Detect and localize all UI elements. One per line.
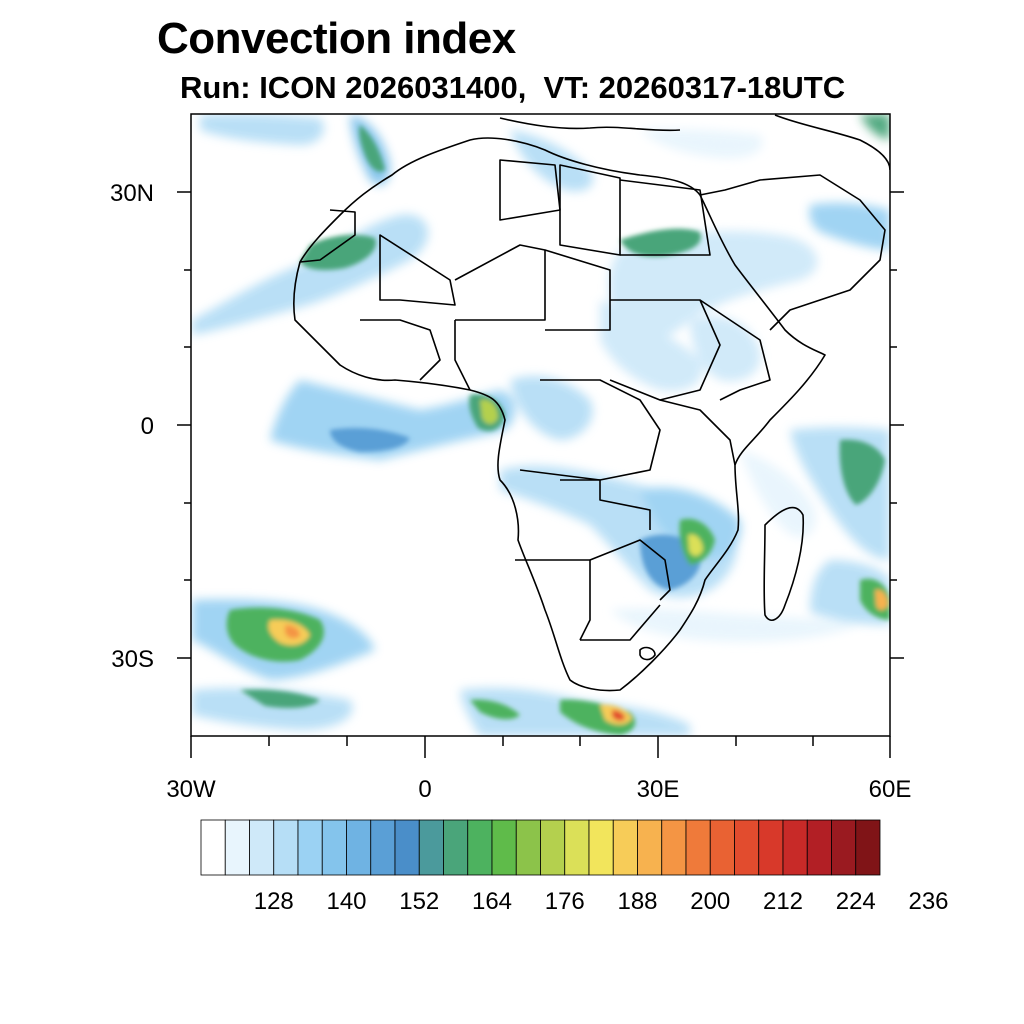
colorbar-swatch [515, 819, 541, 876]
colorbar-label: 200 [690, 888, 731, 915]
lon-label-30w: 30W [166, 776, 216, 803]
colorbar-swatch [540, 819, 566, 876]
colorbar-label: 164 [471, 888, 513, 915]
lon-label-0: 0 [418, 776, 432, 803]
colorbar-label: 176 [544, 888, 585, 915]
colorbar-swatch [443, 819, 469, 876]
colorbar-swatch [564, 819, 590, 876]
colorbar-swatch [612, 819, 638, 876]
colorbar-label: 128 [253, 888, 294, 915]
coastlines-borders [293, 114, 890, 692]
colorbar-swatch [346, 819, 372, 876]
colorbar-swatch [394, 819, 420, 876]
colorbar-swatch [637, 819, 663, 876]
colorbar-label: 236 [908, 888, 949, 915]
lat-label-30s: 30S [111, 646, 154, 673]
colorbar-swatch [273, 819, 299, 876]
colorbar-swatch [709, 819, 735, 876]
colorbar-swatch [685, 819, 711, 876]
axis-ticks [177, 191, 904, 758]
colorbar-swatch [297, 819, 323, 876]
lon-label-30e: 30E [636, 776, 680, 803]
colorbar-swatch [782, 819, 808, 876]
colorbar-swatch [661, 819, 687, 876]
chart-title: Convection index [157, 14, 516, 63]
colorbar [200, 819, 881, 876]
colorbar-swatch [806, 819, 832, 876]
colorbar-swatch [467, 819, 493, 876]
colorbar-label: 212 [762, 888, 804, 915]
colorbar-swatch [758, 819, 784, 876]
colorbar-swatch [200, 819, 226, 876]
colorbar-swatch [491, 819, 517, 876]
colorbar-swatch [224, 819, 250, 876]
lon-label-60e: 60E [868, 776, 912, 803]
colorbar-label: 224 [835, 888, 876, 915]
colorbar-label: 140 [326, 888, 367, 915]
colorbar-swatch [588, 819, 614, 876]
colorbar-swatch [249, 819, 275, 876]
lat-label-0: 0 [140, 413, 154, 440]
colorbar-swatch [831, 819, 857, 876]
chart-subtitle: Run: ICON 2026031400, VT: 20260317-18UTC [180, 70, 846, 105]
colorbar-swatch [418, 819, 444, 876]
colorbar-swatch [321, 819, 347, 876]
colorbar-label: 152 [399, 888, 440, 915]
colorbar-swatch [370, 819, 396, 876]
colorbar-swatch [734, 819, 760, 876]
colorbar-label: 188 [617, 888, 658, 915]
lat-label-30n: 30N [109, 180, 154, 207]
colorbar-swatch [855, 819, 881, 876]
convection-field [192, 114, 890, 736]
